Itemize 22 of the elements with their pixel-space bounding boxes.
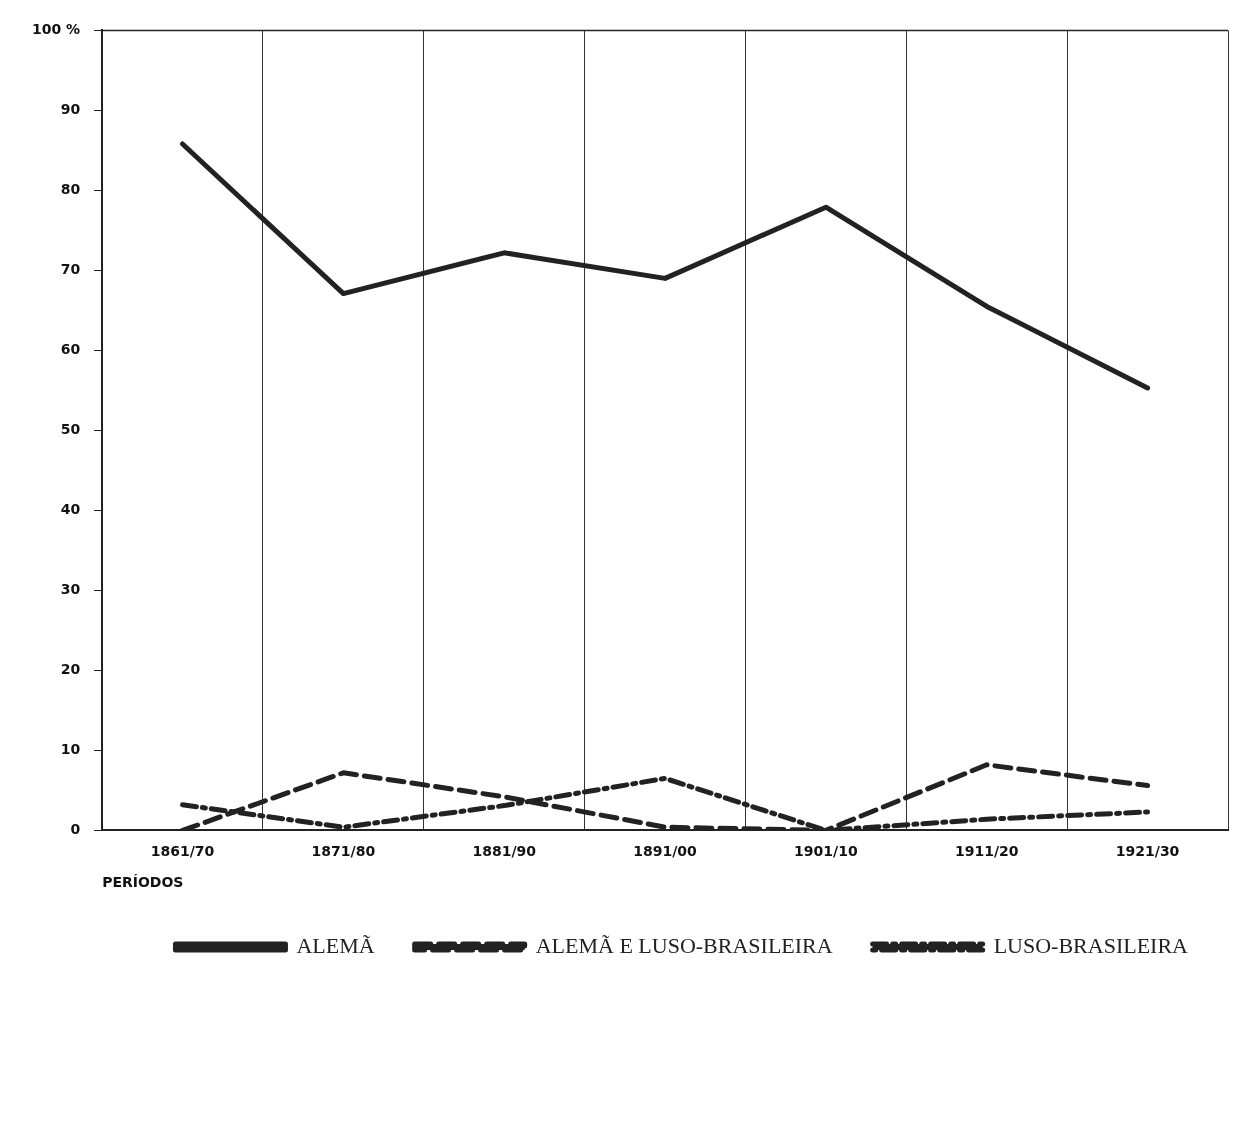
legend-label: LUSO-BRASILEIRA xyxy=(993,932,1189,958)
y-tick-label: 0 xyxy=(70,821,81,838)
y-tick-label: 30 xyxy=(60,581,81,598)
y-tick-label: 50 xyxy=(60,421,81,438)
y-tick-label: 20 xyxy=(60,661,81,678)
x-tick-label: 1861/70 xyxy=(150,843,215,860)
y-tick-label: 80 xyxy=(60,181,81,198)
x-tick-label: 1921/30 xyxy=(1115,843,1180,860)
x-tick-label: 1911/20 xyxy=(954,843,1019,860)
y-tick-label: 90 xyxy=(60,101,81,118)
y-tick-label: 100 % xyxy=(32,21,81,38)
y-tick-label: 40 xyxy=(60,501,81,518)
y-tick-label: 60 xyxy=(60,341,81,358)
x-tick-label: 1891/00 xyxy=(633,843,698,860)
y-tick-label: 10 xyxy=(60,741,81,758)
legend-label: ALEMÃ E LUSO-BRASILEIRA xyxy=(535,932,833,958)
legend-label: ALEMÃ xyxy=(296,932,375,958)
x-tick-label: 1871/80 xyxy=(311,843,376,860)
y-tick-label: 70 xyxy=(60,261,81,278)
x-tick-label: 1881/90 xyxy=(472,843,537,860)
x-axis-title: PERÍODOS xyxy=(102,874,184,891)
x-tick-label: 1901/10 xyxy=(794,843,858,860)
